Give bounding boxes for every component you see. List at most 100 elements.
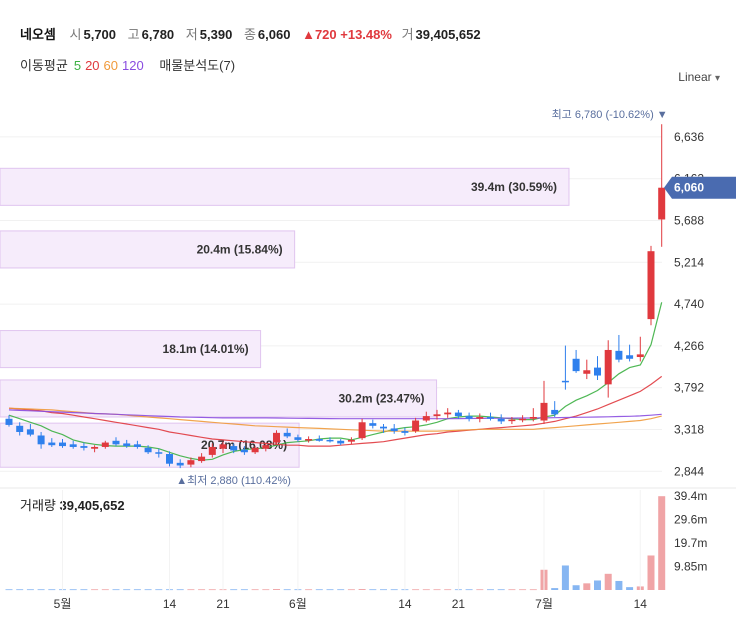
- candle: [583, 359, 591, 380]
- candle-body: [166, 454, 173, 464]
- candle-body: [615, 350, 623, 360]
- volume-profile-bar: [0, 167, 570, 206]
- candle: [123, 439, 131, 448]
- stock-name: 네오셈: [20, 27, 56, 42]
- candle: [283, 428, 291, 439]
- candle: [198, 453, 206, 463]
- volume-tick-label: 9.85m: [674, 560, 707, 574]
- current-price-label: 6,060: [674, 181, 704, 195]
- ma5-line: [8, 302, 663, 461]
- candle-body: [358, 422, 366, 439]
- volume-profile-label: 39.4m (30.59%): [471, 180, 557, 194]
- volume-bar: [230, 589, 238, 591]
- volume-bar: [583, 583, 591, 590]
- candle: [508, 416, 516, 425]
- candle: [326, 437, 334, 443]
- moving-average-label[interactable]: 이동평균: [20, 58, 68, 73]
- candle-body: [133, 444, 141, 447]
- ma60-label[interactable]: 60: [103, 58, 119, 73]
- candle: [80, 442, 88, 451]
- candle-body: [454, 412, 462, 417]
- candle: [369, 419, 377, 429]
- candle: [465, 412, 473, 422]
- candle-body: [123, 443, 131, 447]
- candle: [454, 409, 462, 419]
- volume-bar: [508, 589, 516, 591]
- candle-body: [497, 418, 505, 422]
- candle-body: [219, 444, 227, 449]
- volume-bar: [519, 589, 527, 591]
- volume-bar: [198, 589, 206, 591]
- candle-body: [380, 426, 387, 429]
- candle-body: [658, 187, 666, 220]
- candle: [594, 356, 601, 380]
- candle: [658, 124, 666, 247]
- volume-profile-label[interactable]: 매물분석도(7): [159, 58, 236, 73]
- candle: [476, 413, 484, 423]
- volume-bar: [390, 589, 398, 591]
- candle-body: [519, 418, 527, 421]
- volume-profile-label: 18.1m (14.01%): [163, 342, 249, 356]
- price-tick-label: 3,318: [674, 423, 704, 437]
- ma120-label[interactable]: 120: [122, 58, 144, 73]
- candle-body: [112, 440, 120, 445]
- volume-bar: [326, 589, 334, 591]
- volume-bar: [37, 589, 45, 591]
- candle: [208, 443, 216, 458]
- candle-body: [294, 437, 302, 440]
- ma20-label[interactable]: 20: [85, 58, 100, 73]
- candle-body: [283, 432, 291, 437]
- candle-body: [59, 442, 66, 447]
- candle-body: [80, 446, 88, 448]
- volume-label: 거: [401, 27, 414, 42]
- volume-bar: [48, 589, 56, 591]
- candle-body: [465, 416, 473, 419]
- volume-bar: [433, 589, 441, 591]
- volume-bar: [208, 589, 216, 591]
- volume-bar: [262, 589, 270, 591]
- volume-bar: [176, 589, 184, 591]
- volume-bar: [133, 589, 141, 591]
- high-marker-label: 최고 6,780 (-10.62%) ▼: [552, 108, 668, 121]
- scale-mode-button[interactable]: Linear ▾: [678, 70, 720, 84]
- volume-bar: [187, 589, 195, 591]
- volume-bar: [604, 573, 612, 590]
- candle-body: [626, 355, 634, 359]
- current-price-tag: [664, 176, 736, 199]
- candle-body: [647, 251, 655, 320]
- volume-bar: [594, 580, 601, 590]
- volume-tick-label: 39.4m: [674, 489, 707, 503]
- candle: [305, 436, 313, 443]
- candle: [572, 349, 580, 373]
- candle-body: [69, 444, 77, 447]
- volume-bar: [144, 589, 152, 591]
- volume-bar: [380, 589, 387, 591]
- volume-tick-label: 19.7m: [674, 536, 707, 550]
- candle: [540, 380, 548, 425]
- candle: [636, 336, 644, 362]
- candle: [240, 446, 248, 455]
- candle: [519, 415, 527, 423]
- candle-body: [26, 429, 34, 435]
- candle-body: [198, 456, 206, 462]
- candle: [48, 438, 56, 447]
- volume-bar: [551, 588, 559, 590]
- candle: [112, 437, 120, 447]
- candle-body: [476, 416, 484, 419]
- price-tick-label: 3,792: [674, 381, 704, 395]
- open-label: 시: [69, 27, 82, 42]
- x-tick-label: 21: [216, 597, 230, 611]
- volume-bar: [91, 589, 99, 591]
- ma5-label[interactable]: 5: [73, 58, 82, 73]
- high-value: 6,780: [141, 27, 175, 42]
- close-value: 6,060: [257, 27, 291, 42]
- candle-body: [529, 416, 537, 419]
- candle-body: [305, 439, 313, 441]
- candle: [401, 427, 409, 436]
- candle: [294, 434, 302, 442]
- volume-bar: [251, 589, 259, 591]
- candle-body: [251, 447, 259, 453]
- candle: [133, 440, 141, 449]
- candle: [529, 408, 537, 422]
